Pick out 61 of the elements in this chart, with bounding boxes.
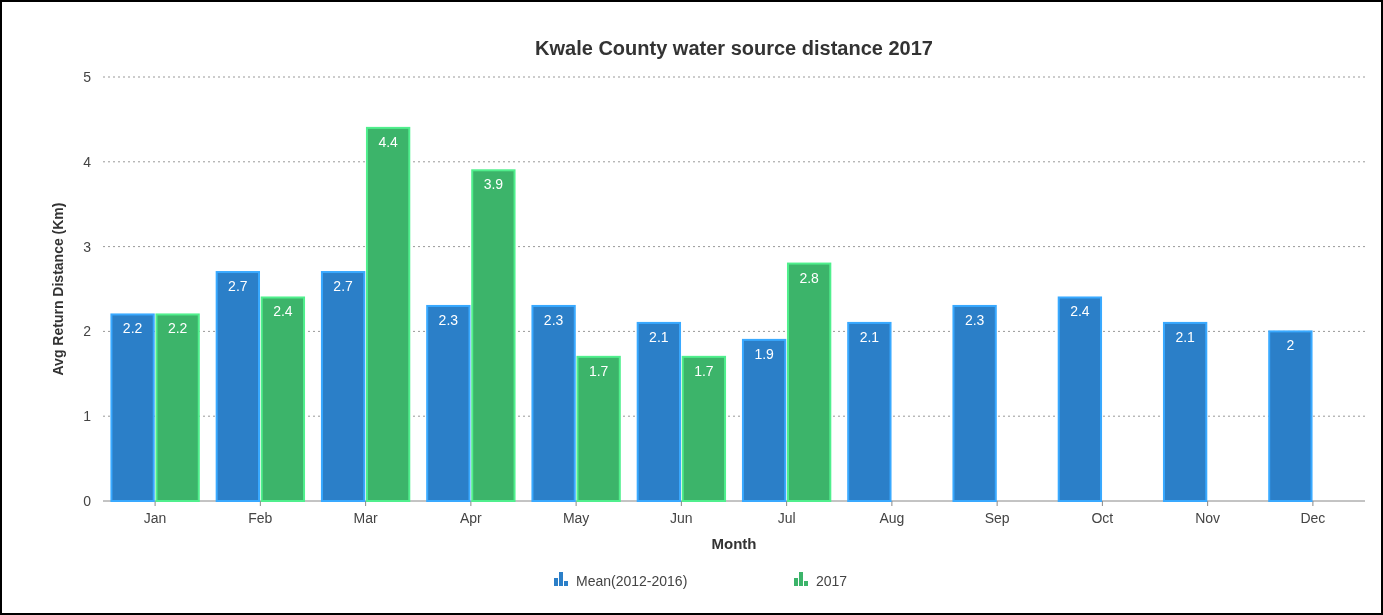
data-label: 2.3 [964,311,985,328]
data-label: 1.9 [754,345,775,362]
bar [110,313,155,502]
bar [215,271,260,502]
data-label: 2.7 [228,278,248,295]
bar [155,313,200,502]
data-label: 2.3 [438,311,459,328]
data-label: 2.1 [859,328,880,345]
bar [1268,330,1313,502]
data-label: 1.7 [694,362,714,379]
bar [426,304,471,502]
bar [681,355,727,502]
x-tick-label: Oct [1091,510,1114,526]
bar [531,304,576,502]
y-tick-label: 3 [83,238,92,255]
x-tick-label: Jan [143,510,167,526]
x-tick-label: Feb [248,510,273,526]
data-label: 1.7 [588,362,609,379]
x-tick-label: May [562,510,590,526]
y-axis-title: Avg Return Distance (Km) [50,202,66,376]
bar [576,355,621,502]
bar [1057,296,1103,502]
chart-title: Kwale County water source distance 2017 [535,37,933,59]
x-tick-label: Jul [777,510,796,526]
x-tick-label: Aug [879,510,905,526]
data-label: 2.4 [273,303,293,320]
y-tick-label: 0 [83,493,92,509]
bar [365,126,411,502]
x-axis-title: Month [711,535,757,552]
data-label: 4.4 [378,133,399,150]
x-tick-label: Dec [1300,510,1326,526]
bar [847,321,892,502]
data-label: 2.8 [799,269,820,286]
legend-label: 2017 [816,573,848,589]
data-label: 2.1 [1175,328,1196,345]
data-label: 2.2 [122,320,143,337]
bar [471,169,516,502]
bar [952,304,997,502]
x-tick-label: Mar [353,510,378,526]
x-tick-label: Sep [984,510,1010,526]
data-label: 2.3 [543,311,564,328]
data-label: 2 [1286,337,1295,354]
y-tick-label: 2 [83,323,92,340]
data-label: 3.9 [483,176,504,193]
x-tick-label: Apr [459,510,483,526]
x-tick-label: Jun [670,510,693,526]
x-tick-label: Nov [1195,510,1221,526]
y-tick-label: 4 [83,153,92,170]
bar [1162,321,1208,502]
bar [741,338,787,502]
data-label: 2.1 [649,328,669,345]
y-tick-label: 1 [83,408,92,425]
bar [636,321,682,502]
y-tick-label: 5 [83,69,92,85]
bar [320,271,366,502]
legend-label: Mean(2012-2016) [576,573,688,589]
data-label: 2.2 [167,320,188,337]
bar [786,262,832,502]
data-label: 2.4 [1070,303,1090,320]
data-label: 2.7 [333,278,354,295]
bar [260,296,306,502]
